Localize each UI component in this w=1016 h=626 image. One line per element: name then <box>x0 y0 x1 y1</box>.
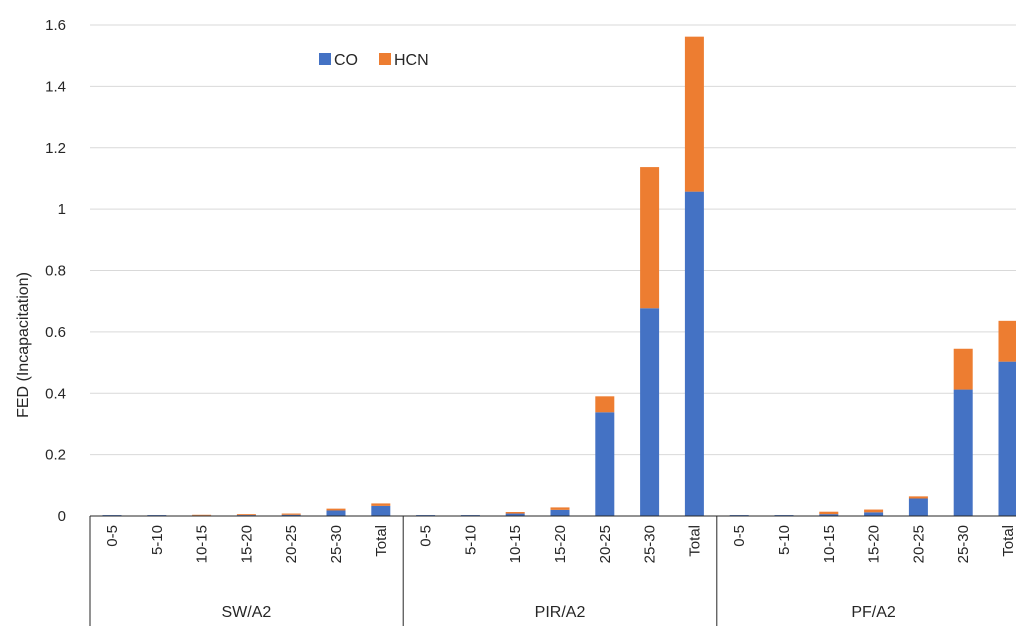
bar-co <box>640 308 660 516</box>
category-label: 0-5 <box>731 525 748 547</box>
category-label: 20-25 <box>597 525 614 563</box>
category-label: Total <box>1000 525 1016 557</box>
bar-co <box>864 512 884 516</box>
category-label: 20-25 <box>910 525 927 563</box>
y-tick-label: 0.6 <box>45 324 66 341</box>
bar-hcn <box>326 508 346 511</box>
x-axis <box>89 515 1016 626</box>
y-tick-label: 1.4 <box>45 78 66 95</box>
category-label: Total <box>373 525 390 557</box>
category-label: 10-15 <box>507 525 524 563</box>
category-label: 25-30 <box>955 525 972 563</box>
bar-co <box>281 514 301 516</box>
group-label: PIR/A2 <box>535 604 586 621</box>
bar-co <box>819 514 839 516</box>
legend-label: HCN <box>394 52 429 69</box>
bar-hcn <box>505 512 525 514</box>
bar-co <box>684 191 704 516</box>
bar-hcn <box>998 320 1016 362</box>
y-tick-label: 0.8 <box>45 263 66 280</box>
bar-co <box>505 513 525 516</box>
y-axis-ticks: 0 0.2 0.4 0.6 0.8 1 1.2 1.4 1.6 <box>45 17 66 525</box>
bar-hcn <box>192 514 212 516</box>
bar-co <box>371 505 391 516</box>
category-label: 25-30 <box>328 525 345 563</box>
y-tick-label: 0.4 <box>45 385 66 402</box>
y-tick-label: 1.6 <box>45 17 66 34</box>
y-axis-label: FED (Incapacitation) <box>15 272 32 418</box>
group-labels: SW/A2 PIR/A2 PF/A2 <box>222 604 896 621</box>
category-label: 5-10 <box>149 525 166 555</box>
bar-hcn <box>684 36 704 192</box>
category-label: 15-20 <box>866 525 883 563</box>
category-label: 10-15 <box>821 525 838 563</box>
category-label: 0-5 <box>104 525 121 547</box>
category-label: 25-30 <box>642 525 659 563</box>
category-label: 15-20 <box>552 525 569 563</box>
y-tick-label: 0.2 <box>45 447 66 464</box>
category-label: 5-10 <box>776 525 793 555</box>
bar-co <box>326 510 346 516</box>
legend-label: CO <box>334 52 358 69</box>
bar-hcn <box>953 348 973 390</box>
bar-hcn <box>281 513 301 515</box>
y-tick-label: 1.2 <box>45 140 66 157</box>
bar-hcn <box>371 503 391 506</box>
group-label: SW/A2 <box>222 604 272 621</box>
y-tick-label: 0 <box>58 508 66 525</box>
legend: CO HCN <box>319 52 429 69</box>
category-label: 20-25 <box>283 525 300 563</box>
bar-hcn <box>908 496 928 499</box>
category-label: 10-15 <box>194 525 211 563</box>
y-tick-label: 1 <box>58 201 66 218</box>
legend-swatch-co <box>319 53 331 65</box>
bar-co <box>953 389 973 516</box>
bar-hcn <box>550 507 570 510</box>
bar-hcn <box>819 511 839 515</box>
grid-lines <box>90 24 1016 456</box>
bar-hcn <box>864 509 884 513</box>
category-labels: 0-5 5-10 10-15 15-20 20-25 25-30 Total 0-5 5-10 1… <box>104 525 1016 563</box>
group-label: PF/A2 <box>851 604 896 621</box>
bars <box>102 36 1016 516</box>
category-label: 15-20 <box>238 525 255 563</box>
legend-swatch-hcn <box>379 53 391 65</box>
bar-co <box>998 361 1016 516</box>
bar-co <box>595 412 615 516</box>
bar-hcn <box>640 167 660 309</box>
bar-co <box>908 498 928 516</box>
bar-hcn <box>595 396 615 413</box>
bar-hcn <box>236 514 256 516</box>
bar-co <box>550 509 570 516</box>
category-label: 5-10 <box>462 525 479 555</box>
category-label: Total <box>686 525 703 557</box>
category-label: 0-5 <box>418 525 435 547</box>
